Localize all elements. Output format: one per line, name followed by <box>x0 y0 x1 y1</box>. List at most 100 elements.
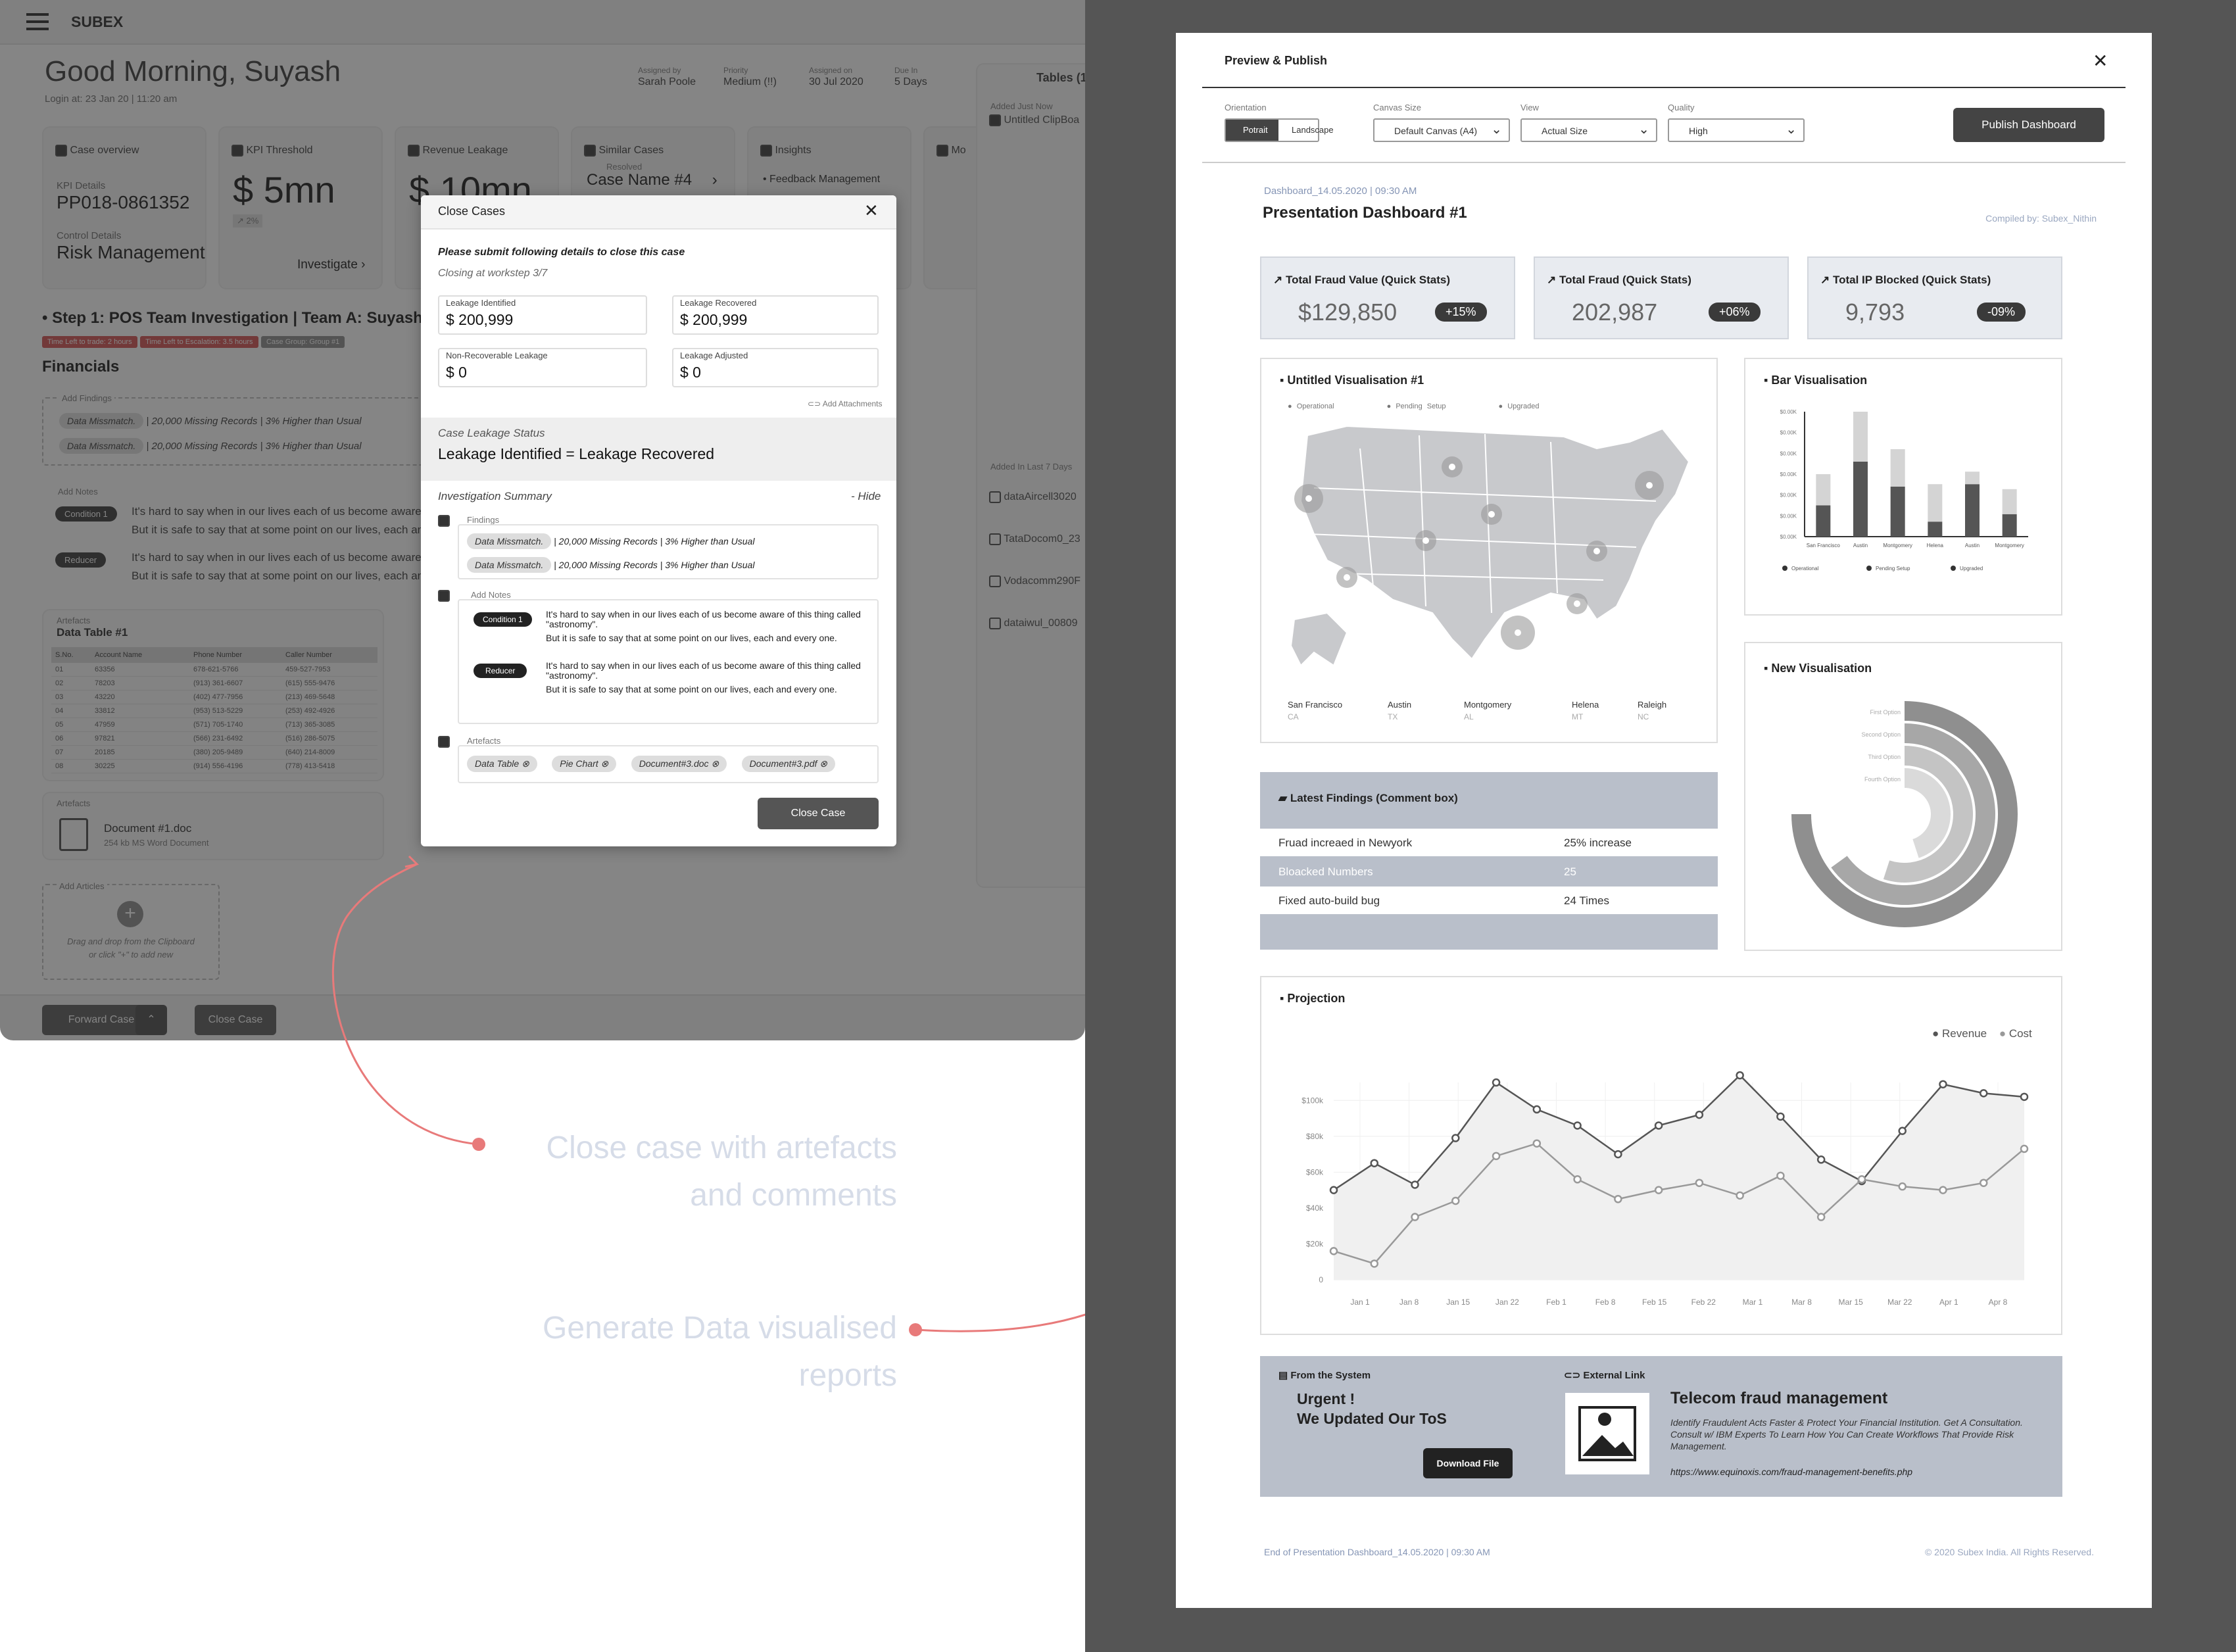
radial-visualisation-card: ▪ New Visualisation First Option Second O… <box>1744 642 2062 951</box>
canvas-size-select[interactable]: Default Canvas (A4) <box>1373 118 1510 142</box>
line-xtick: Jan 15 <box>1446 1298 1470 1307</box>
city-label: Raleigh NC <box>1638 700 1666 721</box>
findings-checkbox[interactable] <box>438 515 450 527</box>
leakage-identified-field[interactable]: Leakage Identified $ 200,999 <box>438 295 647 335</box>
system-card: ▤ From the System Urgent ! We Updated Ou… <box>1260 1356 1567 1497</box>
findings-row: Fruad increaed in Newyork 25% increase <box>1260 829 1718 858</box>
bar-legend-label: Upgraded <box>1960 566 1983 571</box>
projection-card: ▪ Projection ● Revenue ● Cost 0 $20k $40k $… <box>1260 976 2062 1335</box>
findings-table: Fruad increaed in Newyork 25% increase Blo… <box>1260 829 1718 915</box>
findings-cell: 24 Times <box>1564 894 1609 907</box>
note-line: It's hard to say when in our lives each … <box>546 609 861 629</box>
non-recoverable-leakage-field[interactable]: Non-Recoverable Leakage $ 0 <box>438 348 647 387</box>
map-visualisation-card: ▪ Untitled Visualisation #1 ● Operationa… <box>1260 358 1718 743</box>
stat-value: 202,987 <box>1572 299 1658 326</box>
trend-icon: ↗ <box>1820 274 1830 286</box>
finding-pill[interactable]: Data Missmatch. <box>467 557 552 573</box>
city-state: AL <box>1464 712 1474 721</box>
potrait-option[interactable]: Potrait <box>1226 120 1278 141</box>
hide-toggle[interactable]: - Hide <box>851 490 881 502</box>
close-cases-modal: Close Cases ✕ Please submit following de… <box>421 195 896 846</box>
alaska-shape <box>1290 612 1348 667</box>
bar-title: ▪ Bar Visualisation <box>1764 374 1868 387</box>
landscape-option[interactable]: Landscape <box>1292 125 1334 135</box>
bar-category: Austin <box>1853 543 1868 548</box>
bar <box>1890 449 1905 487</box>
artefact-chips: Data Table ⊗ Pie Chart ⊗ Document#3.doc … <box>467 756 835 772</box>
city-label: Montgomery AL <box>1464 700 1511 721</box>
finding-pill[interactable]: Data Missmatch. <box>467 533 552 549</box>
line-point <box>1492 1152 1501 1161</box>
projection-title: ▪ Projection <box>1280 992 1346 1005</box>
bar <box>2002 514 2017 537</box>
external-link-label: ⊂⊃ External Link <box>1564 1370 1645 1381</box>
radial-chart: First Option Second Option Third Option Fou… <box>1791 701 2018 927</box>
stat-value: 9,793 <box>1845 299 1905 326</box>
radial-label: Fourth Option <box>1864 776 1901 783</box>
artefact-chip[interactable]: Document#3.doc ⊗ <box>631 756 727 772</box>
note-tag: Reducer <box>474 664 527 678</box>
artefact-chip[interactable]: Data Table ⊗ <box>467 756 537 772</box>
line-point <box>1816 1213 1826 1221</box>
artefact-chip[interactable]: Document#3.pdf ⊗ <box>741 756 835 772</box>
city-state: CA <box>1288 712 1299 721</box>
latest-findings-card: ▰ Latest Findings (Comment box) Fruad in… <box>1260 772 1718 950</box>
investigation-summary-title: Investigation Summary <box>438 490 552 502</box>
line-point <box>1614 1195 1622 1203</box>
bar-legend-label: Operational <box>1791 566 1819 571</box>
stat-badge: -09% <box>1977 303 2026 322</box>
line-point <box>1451 1134 1460 1142</box>
findings-cell: 25 <box>1564 865 1576 878</box>
line-xtick: Feb 22 <box>1691 1298 1716 1307</box>
line-xtick: Feb 1 <box>1546 1298 1567 1307</box>
add-attachments-link[interactable]: ⊂⊃ Add Attachments <box>808 399 883 408</box>
doc-footer-left: End of Presentation Dashboard_14.05.2020… <box>1264 1547 1490 1557</box>
line-xtick: Jan 8 <box>1399 1298 1419 1307</box>
line-point <box>1979 1178 1988 1187</box>
leakage-recovered-field[interactable]: Leakage Recovered $ 200,999 <box>672 295 879 335</box>
quality-select[interactable]: High <box>1668 118 1805 142</box>
notes-checkbox[interactable] <box>438 590 450 602</box>
close-case-button[interactable]: Close Case <box>758 798 879 829</box>
artefacts-checkbox[interactable] <box>438 736 450 748</box>
line-ytick: $100k <box>1301 1096 1324 1105</box>
external-link-title: Telecom fraud management <box>1670 1389 1888 1407</box>
line-point <box>1898 1127 1907 1135</box>
radial-arc <box>1905 768 1951 858</box>
line-point <box>1898 1182 1907 1191</box>
external-link-url[interactable]: https://www.equinoxis.com/fraud-manageme… <box>1670 1467 1913 1477</box>
leakage-status-panel: Case Leakage Status Leakage Identified =… <box>421 418 896 481</box>
bar <box>1928 522 1943 537</box>
view-select[interactable]: Actual Size <box>1520 118 1657 142</box>
note-line: It's hard to say when in our lives each … <box>546 660 861 681</box>
bar <box>1965 472 1980 485</box>
projection-legend: ● Revenue ● Cost <box>1932 1027 2032 1040</box>
modal-notes-box: Condition 1 It's hard to say when in our… <box>458 599 879 724</box>
quality-label: Quality <box>1668 103 1695 112</box>
close-icon[interactable]: ✕ <box>2093 51 2108 71</box>
line-ytick: $20k <box>1306 1239 1324 1248</box>
radial-title: ▪ New Visualisation <box>1764 662 1872 675</box>
system-title: Urgent ! <box>1297 1390 1355 1407</box>
line-point <box>1695 1178 1704 1187</box>
download-file-button[interactable]: Download File <box>1423 1448 1513 1478</box>
publish-dashboard-button[interactable]: Publish Dashboard <box>1953 108 2104 142</box>
city-name: San Francisco <box>1288 700 1343 710</box>
bar-ytick: $0.00K <box>1780 534 1797 540</box>
bar <box>1816 505 1831 537</box>
findings-cell: 25% increase <box>1564 837 1632 849</box>
modal-header: Close Cases ✕ <box>421 195 896 230</box>
system-title: We Updated Our ToS <box>1297 1410 1447 1427</box>
leakage-adjusted-field[interactable]: Leakage Adjusted $ 0 <box>672 348 879 387</box>
bar-ytick: $0.00K <box>1780 472 1797 477</box>
close-icon[interactable]: ✕ <box>864 201 879 220</box>
image-placeholder-icon <box>1565 1393 1649 1474</box>
line-point <box>1654 1121 1663 1130</box>
artefact-chip[interactable]: Pie Chart ⊗ <box>552 756 617 772</box>
city-state: MT <box>1572 712 1584 721</box>
bar <box>1928 484 1943 522</box>
line-point <box>1654 1186 1663 1194</box>
note-tag: Condition 1 <box>474 612 532 627</box>
bar-chart: $0.00K $0.00K $0.00K $0.00K $0.00K $0.00K $0.0… <box>1780 409 2028 571</box>
line-point <box>1695 1110 1704 1119</box>
